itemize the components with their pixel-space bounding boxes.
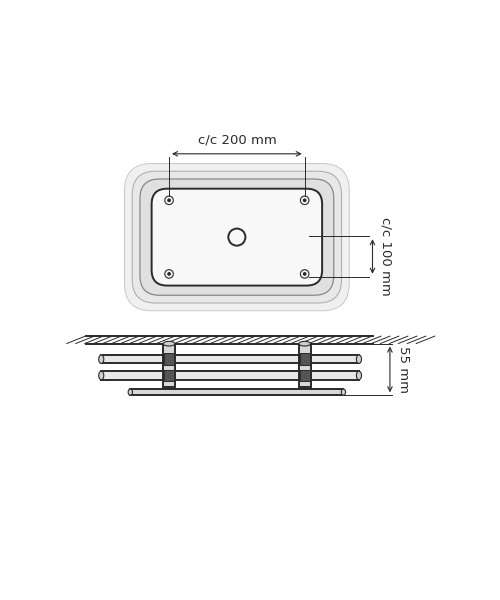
Text: 55 mm: 55 mm	[397, 346, 410, 393]
Bar	[163, 344, 175, 388]
FancyBboxPatch shape	[124, 163, 349, 311]
Bar	[300, 370, 310, 381]
Bar	[101, 371, 359, 380]
FancyBboxPatch shape	[132, 171, 342, 303]
Bar	[164, 353, 174, 365]
Circle shape	[304, 273, 306, 275]
Circle shape	[304, 199, 306, 202]
Ellipse shape	[299, 341, 310, 346]
Circle shape	[168, 273, 170, 275]
Bar	[300, 353, 310, 365]
Ellipse shape	[342, 389, 345, 395]
Ellipse shape	[163, 341, 175, 346]
Bar	[101, 355, 359, 364]
Ellipse shape	[356, 371, 362, 380]
FancyBboxPatch shape	[152, 188, 322, 286]
Ellipse shape	[356, 355, 362, 364]
Bar	[130, 389, 344, 395]
FancyBboxPatch shape	[140, 179, 334, 295]
Bar	[164, 370, 174, 381]
Text: c/c 100 mm: c/c 100 mm	[380, 217, 392, 296]
Ellipse shape	[128, 389, 132, 395]
Text: c/c 200 mm: c/c 200 mm	[198, 134, 276, 147]
Ellipse shape	[98, 355, 104, 364]
Circle shape	[168, 199, 170, 202]
Ellipse shape	[98, 371, 104, 380]
Bar	[299, 344, 310, 388]
